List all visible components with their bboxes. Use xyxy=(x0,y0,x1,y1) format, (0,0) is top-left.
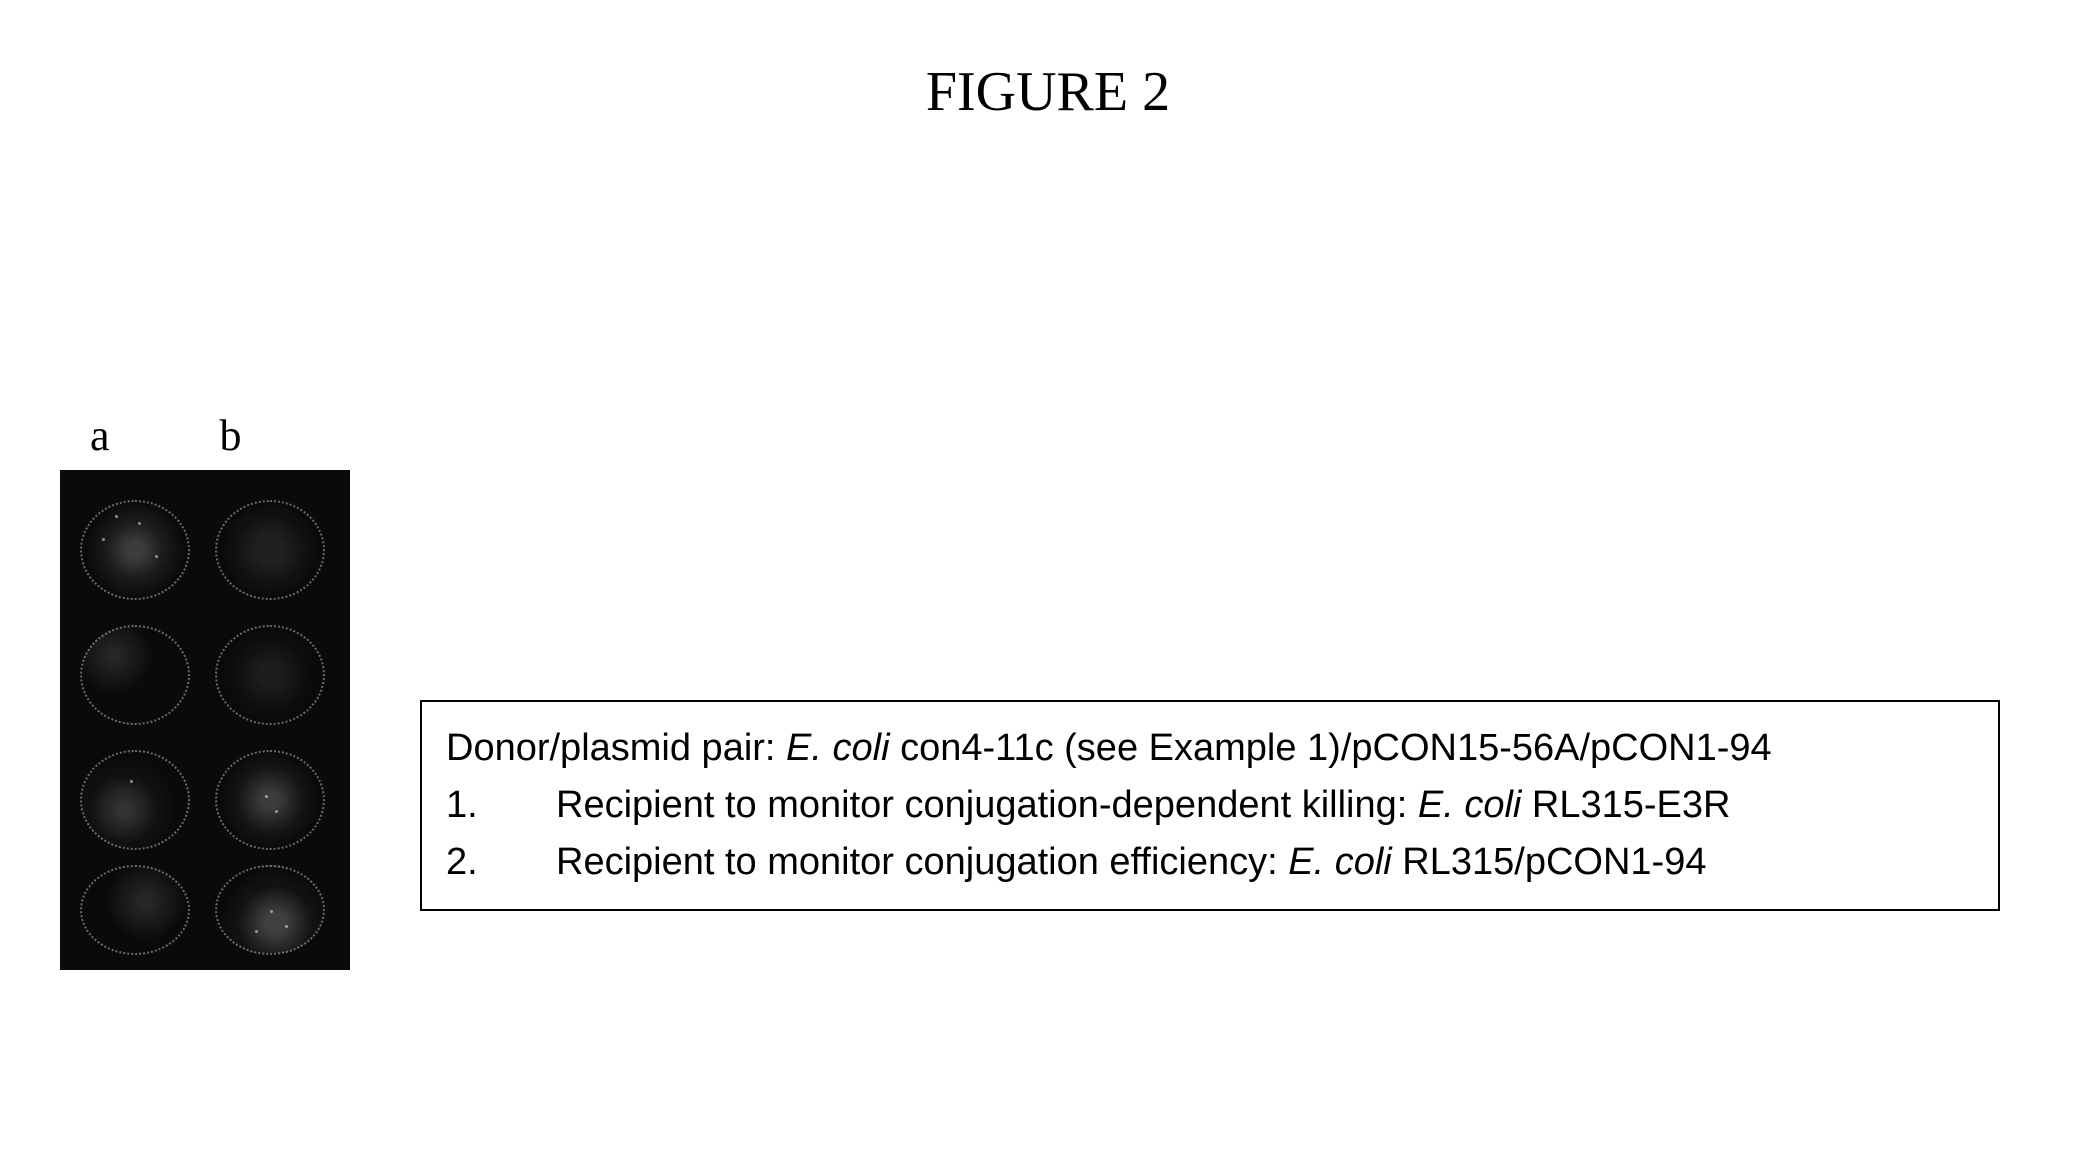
gel-spot-a4 xyxy=(80,865,190,955)
legend-item-1-species: E. coli xyxy=(1418,784,1521,826)
legend-item-2-strain: RL315/pCON1-94 xyxy=(1392,841,1707,883)
column-labels: a b xyxy=(90,410,242,461)
legend-item-2-num: 2. xyxy=(446,834,556,891)
noise-dot xyxy=(265,795,268,798)
gel-spot-a2 xyxy=(80,625,190,725)
legend-item-1-num: 1. xyxy=(446,777,556,834)
figure-title: FIGURE 2 xyxy=(926,60,1170,124)
gel-spot-b1 xyxy=(215,500,325,600)
noise-dot xyxy=(138,522,141,525)
column-label-a: a xyxy=(90,410,110,461)
legend-item-2-text: Recipient to monitor conjugation efficie… xyxy=(556,834,1706,891)
column-label-b: b xyxy=(220,410,242,461)
legend-item-1: 1. Recipient to monitor conjugation-depe… xyxy=(446,777,1974,834)
legend-item-2-species: E. coli xyxy=(1288,841,1391,883)
legend-donor-prefix: Donor/plasmid pair: xyxy=(446,727,786,769)
noise-dot xyxy=(255,930,258,933)
legend-item-1-strain: RL315-E3R xyxy=(1521,784,1730,826)
gel-spot-a1 xyxy=(80,500,190,600)
gel-spot-b2 xyxy=(215,625,325,725)
legend-donor-species: E. coli xyxy=(786,727,889,769)
legend-item-2-prefix: Recipient to monitor conjugation efficie… xyxy=(556,841,1288,883)
noise-dot xyxy=(270,910,273,913)
gel-spot-b3 xyxy=(215,750,325,850)
legend-item-1-text: Recipient to monitor conjugation-depende… xyxy=(556,777,1730,834)
legend-donor-strain: con4-11c (see Example 1)/pCON15-56A/pCON… xyxy=(890,727,1772,769)
gel-image xyxy=(60,470,350,970)
legend-item-2: 2. Recipient to monitor conjugation effi… xyxy=(446,834,1974,891)
noise-dot xyxy=(285,925,288,928)
legend-item-1-prefix: Recipient to monitor conjugation-depende… xyxy=(556,784,1418,826)
legend-box: Donor/plasmid pair: E. coli con4-11c (se… xyxy=(420,700,2000,911)
noise-dot xyxy=(102,538,105,541)
noise-dot xyxy=(155,555,158,558)
legend-donor-line: Donor/plasmid pair: E. coli con4-11c (se… xyxy=(446,720,1974,777)
gel-spot-a3 xyxy=(80,750,190,850)
noise-dot xyxy=(115,515,118,518)
noise-dot xyxy=(130,780,133,783)
noise-dot xyxy=(275,810,278,813)
